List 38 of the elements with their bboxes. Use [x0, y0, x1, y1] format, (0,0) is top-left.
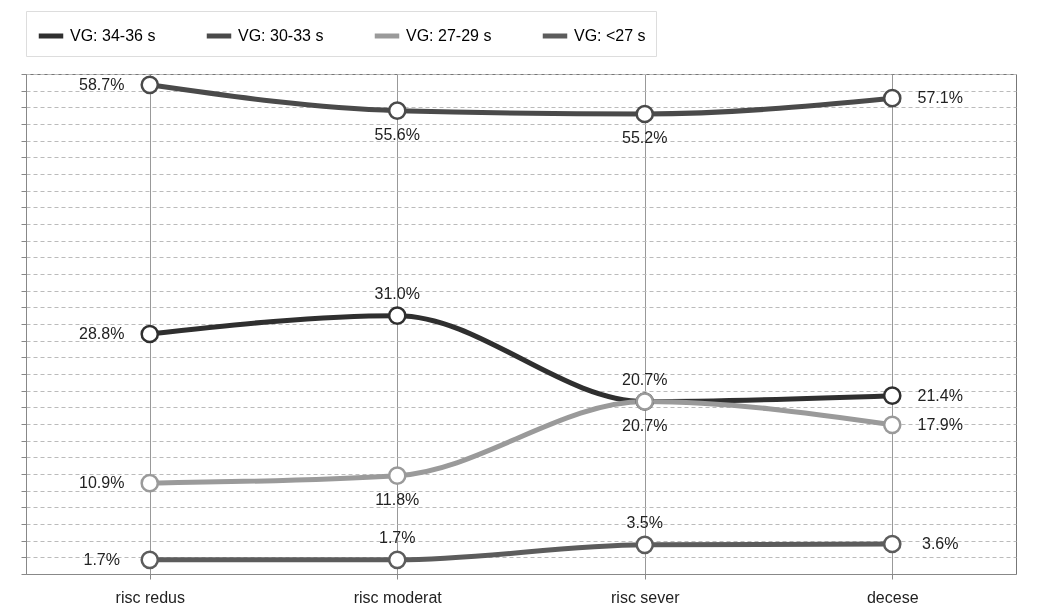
data-label: 57.1%: [917, 89, 963, 107]
point: [140, 473, 160, 493]
data-label: 55.6%: [374, 125, 420, 143]
point: [882, 415, 902, 435]
x-tick-label: risc sever: [611, 588, 681, 606]
data-label: 3.6%: [922, 535, 959, 552]
x-tick-label: risc redus: [115, 588, 185, 606]
point: [387, 466, 407, 485]
point: [140, 324, 160, 344]
data-label: 58.7%: [79, 75, 125, 93]
legend-label: VG: 27-29 s: [406, 27, 492, 44]
point: [140, 550, 160, 570]
legend-label: VG: <27 s: [574, 27, 646, 44]
data-label: 11.8%: [375, 490, 420, 508]
data-label: 1.7%: [83, 550, 120, 568]
data-label: 20.7%: [622, 370, 668, 388]
data-label: 28.8%: [79, 325, 125, 342]
data-label: 31.0%: [374, 284, 420, 302]
data-label: 3.5%: [626, 513, 663, 531]
data-label: 17.9%: [917, 415, 963, 433]
point: [387, 101, 407, 120]
legend-label: VG: 34-36 s: [70, 27, 156, 44]
data-label: 20.7%: [622, 416, 668, 434]
point: [882, 534, 902, 554]
point: [882, 386, 902, 405]
point: [635, 535, 655, 555]
point: [387, 306, 407, 325]
data-label: 55.2%: [622, 129, 668, 146]
legend-label: VG: 30-33 s: [238, 27, 324, 44]
x-tick-label: decese: [866, 588, 919, 606]
point: [635, 104, 655, 124]
data-label: 21.4%: [917, 386, 963, 404]
point: [140, 75, 160, 95]
point: [387, 550, 407, 570]
point: [882, 88, 902, 108]
data-label: 1.7%: [379, 528, 416, 546]
data-label: 10.9%: [79, 474, 125, 492]
x-tick-label: risc moderat: [353, 588, 443, 606]
